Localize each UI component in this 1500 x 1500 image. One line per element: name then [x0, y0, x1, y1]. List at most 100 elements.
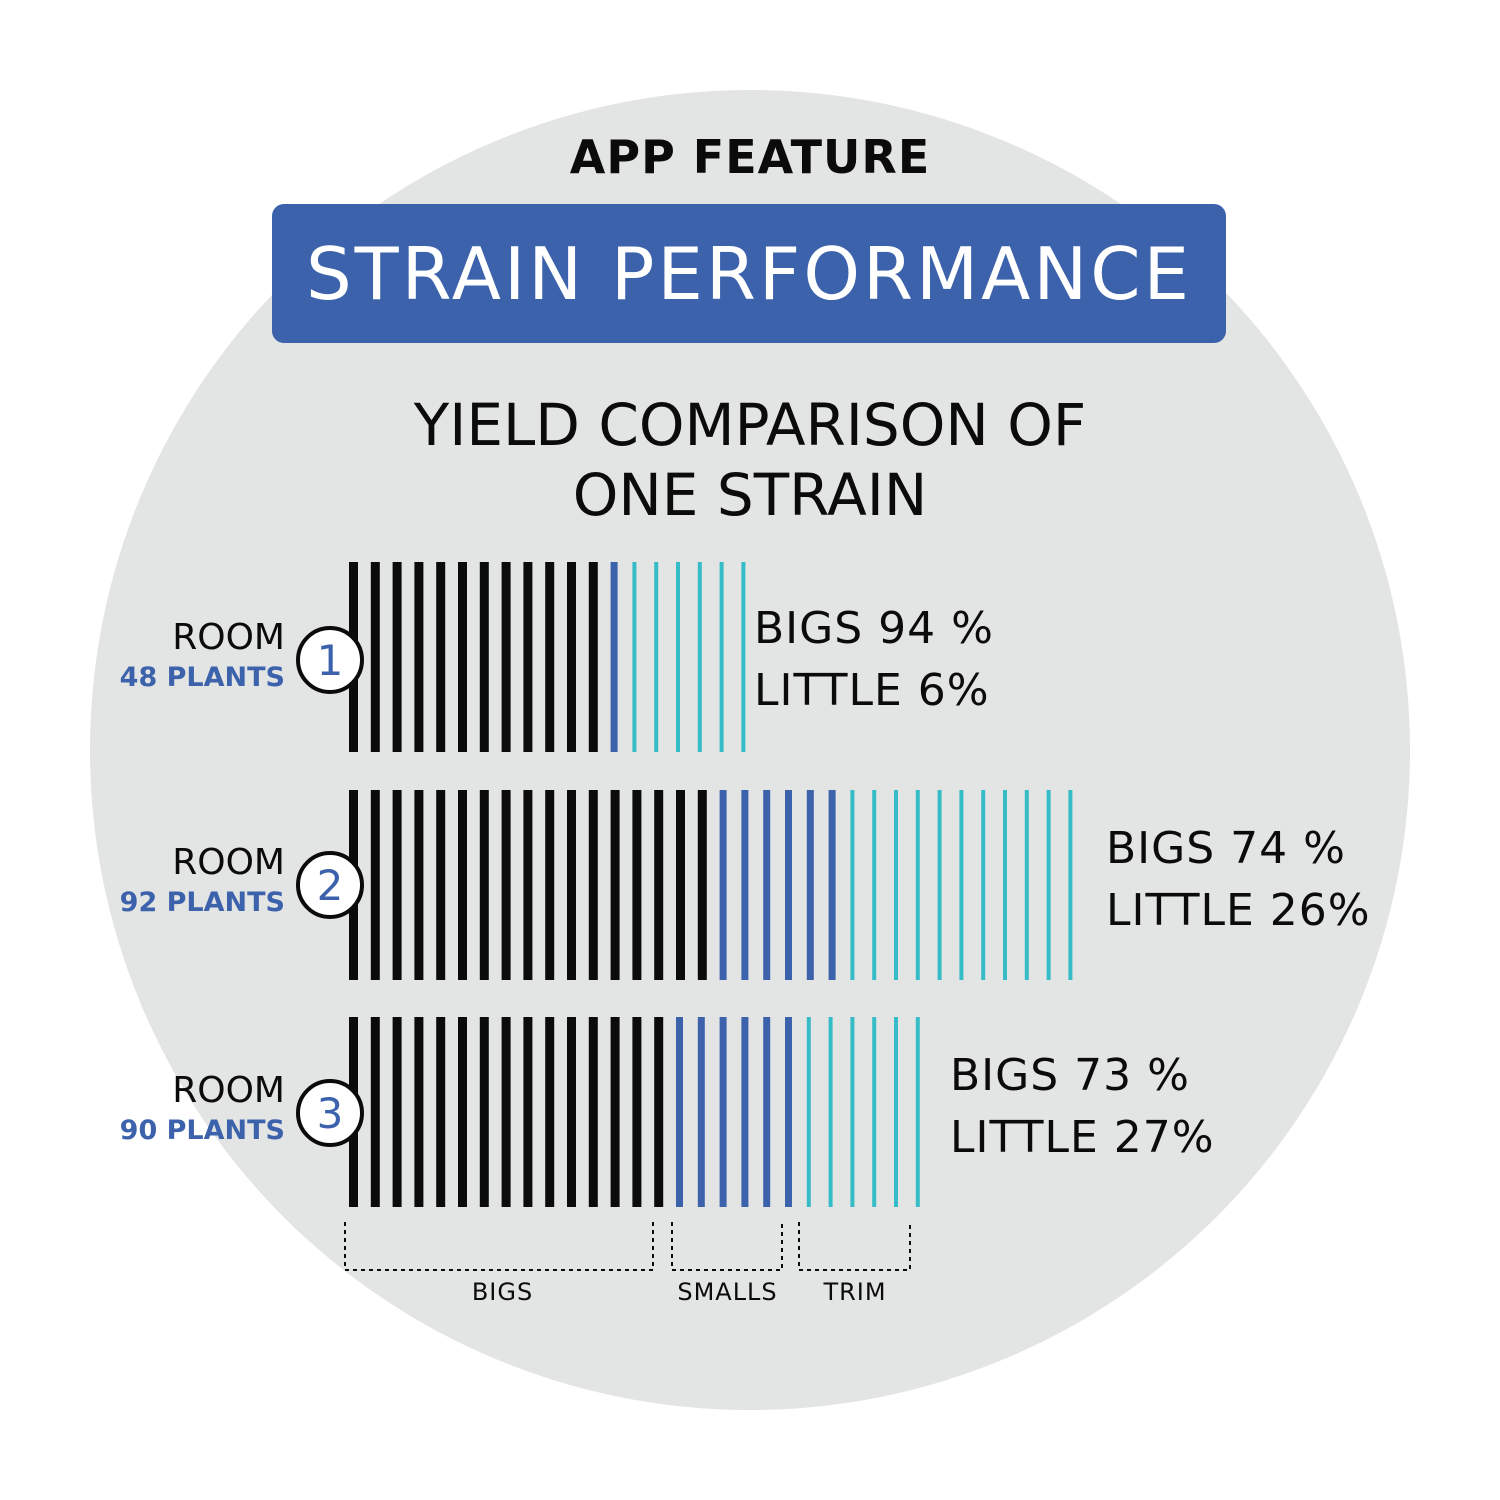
room-2-word: ROOM [172, 842, 285, 883]
room-3-bigs-bar [567, 1017, 576, 1207]
legend-trim-bracket [798, 1222, 911, 1271]
room-1-bigs-bar [588, 562, 598, 752]
room-2-bigs-bar [632, 790, 642, 980]
room-3-trim-bar [850, 1017, 855, 1207]
room-3-smalls-bar [763, 1017, 771, 1207]
room-2-trim-bar [915, 790, 920, 980]
room-1-bigs-bar [436, 562, 446, 752]
room-3-badge: 3 [296, 1079, 364, 1147]
room-3-smalls-bar [785, 1017, 792, 1207]
room-3-trim-bar [915, 1017, 920, 1207]
room-3-bigs-bar [458, 1017, 467, 1207]
room-2-bigs-bar [610, 790, 620, 980]
room-1-bigs-bar [501, 562, 511, 752]
room-2-smalls-bar [785, 790, 792, 980]
room-2-bigs-bar [697, 790, 707, 980]
room-1-bigs-bar [392, 562, 402, 752]
room-1-bigs-percent: BIGS 94 % [754, 603, 994, 654]
legend-bigs-label: BIGS [471, 1278, 534, 1306]
room-1-bigs-bar [479, 562, 489, 752]
subtitle-line-1: YIELD COMPARISON OF [413, 391, 1087, 459]
room-2-trim-bar [1024, 790, 1029, 980]
room-3-bigs-bar [632, 1017, 642, 1207]
room-3-smalls-bar [719, 1017, 727, 1207]
room-3-bigs-bar [501, 1017, 511, 1207]
legend-trim-label: TRIM [823, 1278, 887, 1306]
room-2-smalls-bar [719, 790, 727, 980]
room-2-trim-bar [1046, 790, 1051, 980]
room-1-trim-bar [654, 562, 659, 752]
room-2-plants: 92 PLANTS [119, 887, 285, 918]
room-2-trim-bar [872, 790, 877, 980]
room-1-bigs-bar [545, 562, 555, 752]
room-2-trim-bar [1003, 790, 1007, 980]
room-1-trim-bar [741, 562, 746, 752]
room-2-bigs-bar [392, 790, 402, 980]
room-1-label: ROOM 48 PLANTS [0, 618, 285, 698]
banner-title: STRAIN PERFORMANCE [272, 204, 1226, 343]
room-2-bigs-bar [545, 790, 555, 980]
room-2-bigs-bar [654, 790, 664, 980]
room-2-bigs-bar [676, 790, 685, 980]
room-2-badge: 2 [296, 851, 364, 919]
room-2-bigs-bar [458, 790, 467, 980]
room-1-trim-bar [697, 562, 702, 752]
room-2-trim-bar [959, 790, 964, 980]
room-1-bigs-bar [523, 562, 533, 752]
room-3-trim-bar [894, 1017, 898, 1207]
room-2-stats: BIGS 74 % LITTLE 26% [1106, 818, 1371, 942]
room-3-bigs-bar [392, 1017, 402, 1207]
room-1-bigs-bar [414, 562, 424, 752]
room-1-little-percent: LITTLE 6% [754, 665, 990, 716]
room-2-bigs-bar [523, 790, 533, 980]
legend-smalls-label: SMALLS [677, 1278, 778, 1306]
room-3-little-percent: LITTLE 27% [950, 1112, 1215, 1163]
room-2-bigs-bar [436, 790, 446, 980]
room-2-little-percent: LITTLE 26% [1106, 885, 1371, 936]
room-2-trim-bar [850, 790, 855, 980]
legend-brackets [344, 1222, 911, 1271]
room-2-label: ROOM 92 PLANTS [0, 843, 285, 923]
room-2-trim-bar [981, 790, 986, 980]
room-1-bigs-bar [458, 562, 467, 752]
room-3-bigs-bar [436, 1017, 446, 1207]
room-1-trim-bar [676, 562, 680, 752]
room-3-trim-bar [828, 1017, 833, 1207]
room-3-bigs-bar [654, 1017, 664, 1207]
room-1-plants: 48 PLANTS [119, 662, 285, 693]
room-1-trim-bar [632, 562, 637, 752]
room-3-bigs-bar [479, 1017, 489, 1207]
room-2-bigs-bar [567, 790, 576, 980]
room-2-trim-bar [894, 790, 898, 980]
room-1-badge: 1 [296, 626, 364, 694]
room-1-trim-bar [719, 562, 724, 752]
room-2-bigs-bar [588, 790, 598, 980]
room-3-trim-bar [806, 1017, 811, 1207]
room-2-bigs-bar [479, 790, 489, 980]
subtitle-line-2: ONE STRAIN [572, 461, 928, 529]
room-1-bigs-bar [370, 562, 380, 752]
room-3-plants: 90 PLANTS [119, 1115, 285, 1146]
room-3-trim-bar [872, 1017, 877, 1207]
room-2-bigs-bar [501, 790, 511, 980]
room-3-bigs-bar [610, 1017, 620, 1207]
room-1-bigs-bar [567, 562, 576, 752]
room-3-bigs-bar [545, 1017, 555, 1207]
room-2-trim-bar [1068, 790, 1073, 980]
room-3-smalls-bar [697, 1017, 705, 1207]
room-3-stats: BIGS 73 % LITTLE 27% [950, 1045, 1215, 1169]
room-3-label: ROOM 90 PLANTS [0, 1071, 285, 1151]
room-2-bigs-bar [414, 790, 424, 980]
legend-smalls-bracket [671, 1222, 783, 1271]
room-3-bigs-bar [370, 1017, 380, 1207]
room-3-bigs-bar [588, 1017, 598, 1207]
room-2-smalls-bar [806, 790, 814, 980]
room-3-word: ROOM [172, 1070, 285, 1111]
room-3-bigs-bar [414, 1017, 424, 1207]
room-2-bigs-percent: BIGS 74 % [1106, 823, 1346, 874]
room-3-bigs-bar [523, 1017, 533, 1207]
room-2-smalls-bar [763, 790, 771, 980]
room-3-bigs-percent: BIGS 73 % [950, 1050, 1190, 1101]
kicker-title: APP FEATURE [569, 130, 931, 184]
